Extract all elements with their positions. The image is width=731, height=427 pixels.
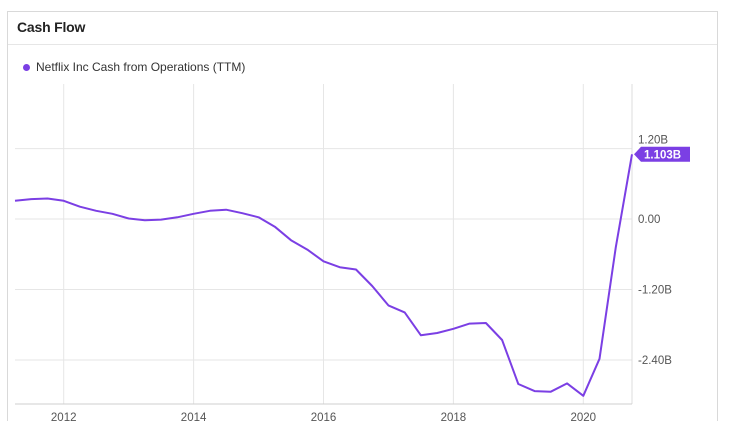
x-tick-label: 2014 xyxy=(181,412,207,424)
y-tick-label: -2.40B xyxy=(638,355,672,367)
chart-card xyxy=(7,11,718,421)
y-tick-label: 1.20B xyxy=(638,135,668,147)
chart-title: Cash Flow xyxy=(17,19,86,35)
chart-legend[interactable]: Netflix Inc Cash from Operations (TTM) xyxy=(23,60,245,74)
y-tick-label: -1.20B xyxy=(638,285,672,297)
y-tick-label: 0.00 xyxy=(638,214,660,226)
x-tick-label: 2020 xyxy=(570,412,596,424)
x-tick-label: 2012 xyxy=(51,412,77,424)
x-tick-label: 2018 xyxy=(441,412,467,424)
title-divider xyxy=(8,44,717,45)
legend-marker xyxy=(23,63,30,71)
last-value-label: 1.103B xyxy=(644,149,681,161)
series-line xyxy=(14,154,633,397)
legend-label: Netflix Inc Cash from Operations (TTM) xyxy=(36,60,246,74)
x-tick-label: 2016 xyxy=(311,412,337,424)
last-value-badge xyxy=(634,146,690,162)
